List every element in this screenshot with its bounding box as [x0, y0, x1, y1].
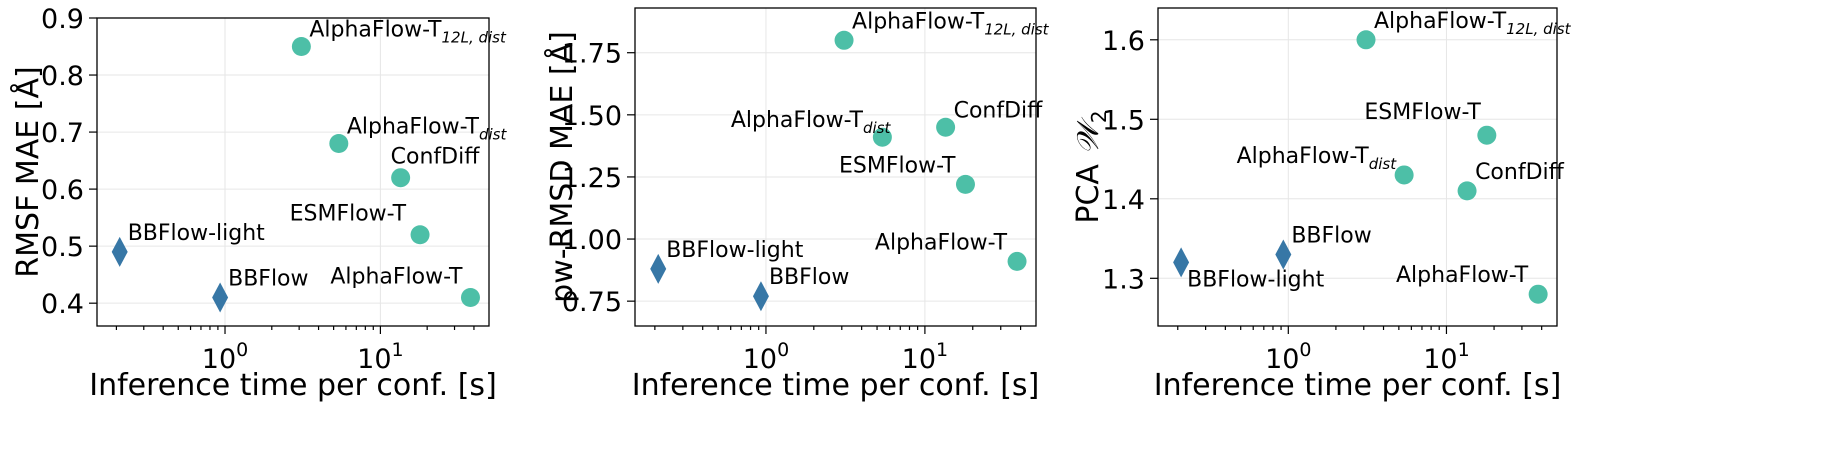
- data-point-circle: [1457, 181, 1477, 201]
- data-point-circle: [329, 133, 349, 153]
- y-tick-label: 0.5: [41, 232, 84, 263]
- pca-w2-chart: 100 101 1.3 1.4 1.5 1.6 Inference time per con…: [1071, 7, 1572, 403]
- data-point-circle: [936, 117, 956, 137]
- data-point-circle: [391, 168, 411, 188]
- data-point-label: AlphaFlow-T: [875, 230, 1008, 255]
- data-point-label: AlphaFlow-Tdist: [347, 114, 508, 143]
- data-point-diamond: [1173, 247, 1190, 278]
- data-point-label: AlphaFlow-T12L, dist: [1374, 9, 1572, 38]
- data-point-label: ESMFlow-T: [1364, 100, 1481, 125]
- data-point-circle: [1356, 30, 1376, 50]
- data-point-label: BBFlow-light: [1187, 267, 1324, 292]
- data-point-diamond: [111, 236, 128, 267]
- y-axis-label: RMSF MAE [Å]: [10, 66, 46, 277]
- data-point-label: AlphaFlow-T: [330, 264, 463, 289]
- data-point-label: ConfDiff: [954, 98, 1044, 123]
- rmsf-mae-chart: 100 101 0.4 0.5 0.6 0.7 0.8 0.9 Inference time p…: [10, 4, 507, 403]
- y-tick-label: 1.3: [1102, 264, 1145, 295]
- y-tick-label: 1.4: [1102, 185, 1145, 216]
- data-point-circle: [1528, 284, 1548, 304]
- data-point-circle: [834, 30, 854, 50]
- x-tick-label: 100: [743, 339, 789, 375]
- data-point-circle: [1477, 125, 1497, 145]
- y-axis-label: PCA 𝒲2: [1071, 110, 1111, 223]
- data-point-circle: [955, 174, 975, 194]
- y-tick-label: 1.00: [562, 225, 622, 256]
- data-point-label: ConfDiff: [1475, 160, 1565, 185]
- y-tick-label: 1.75: [562, 39, 622, 70]
- y-tick-label: 0.9: [41, 4, 84, 35]
- data-point-circle: [872, 127, 892, 147]
- data-point-circle: [1394, 165, 1414, 185]
- x-tick-label: 101: [1423, 339, 1469, 375]
- y-tick-label: 0.7: [41, 118, 84, 149]
- data-point-diamond: [650, 253, 667, 284]
- y-axis-label: pw-RMSD MAE [Å]: [544, 31, 580, 303]
- data-point-circle: [460, 287, 480, 307]
- data-point-circle: [291, 37, 311, 57]
- data-point-label: AlphaFlow-Tdist: [731, 108, 892, 137]
- data-point-label: BBFlow-light: [666, 238, 803, 263]
- data-point-label: BBFlow: [1291, 223, 1371, 248]
- data-point-label: ESMFlow-T: [290, 202, 407, 227]
- data-point-label: AlphaFlow-T12L, dist: [852, 9, 1050, 38]
- data-point-diamond: [1275, 239, 1292, 270]
- plot-frame: [634, 7, 1037, 327]
- pw-rmsd-mae-chart: 100 101 0.75 1.00 1.25 1.50 1.75 Inference time…: [544, 7, 1050, 403]
- data-point-label: BBFlow-light: [128, 221, 265, 246]
- data-point-label: ESMFlow-T: [839, 153, 956, 178]
- y-tick-label: 0.6: [41, 175, 84, 206]
- data-point-label: BBFlow: [228, 266, 308, 291]
- x-tick-label: 101: [357, 339, 403, 375]
- y-tick-label: 1.25: [562, 163, 622, 194]
- data-point-label: AlphaFlow-T12L, dist: [309, 18, 507, 47]
- y-tick-label: 0.8: [41, 61, 84, 92]
- data-point-label: AlphaFlow-Tdist: [1237, 144, 1398, 173]
- data-point-circle: [1007, 251, 1027, 271]
- x-tick-label: 101: [902, 339, 948, 375]
- y-tick-label: 0.4: [41, 289, 84, 320]
- data-point-label: AlphaFlow-T: [1396, 263, 1529, 288]
- data-point-label: ConfDiff: [391, 145, 481, 170]
- y-tick-label: 1.6: [1102, 26, 1145, 57]
- x-tick-label: 100: [202, 339, 248, 375]
- data-point-circle: [410, 225, 430, 245]
- y-tick-label: 1.50: [562, 101, 622, 132]
- x-axis-label: Inference time per conf. [s]: [1154, 368, 1562, 403]
- plot-frame: [1157, 7, 1558, 327]
- x-axis-label: Inference time per conf. [s]: [89, 368, 497, 403]
- data-point-label: BBFlow: [769, 265, 849, 290]
- x-tick-label: 100: [1265, 339, 1311, 375]
- x-axis-label: Inference time per conf. [s]: [632, 368, 1040, 403]
- y-tick-label: 0.75: [562, 287, 622, 318]
- y-tick-label: 1.5: [1102, 105, 1145, 136]
- data-point-diamond: [212, 282, 229, 313]
- data-point-diamond: [752, 281, 769, 312]
- plot-frame: [96, 17, 490, 327]
